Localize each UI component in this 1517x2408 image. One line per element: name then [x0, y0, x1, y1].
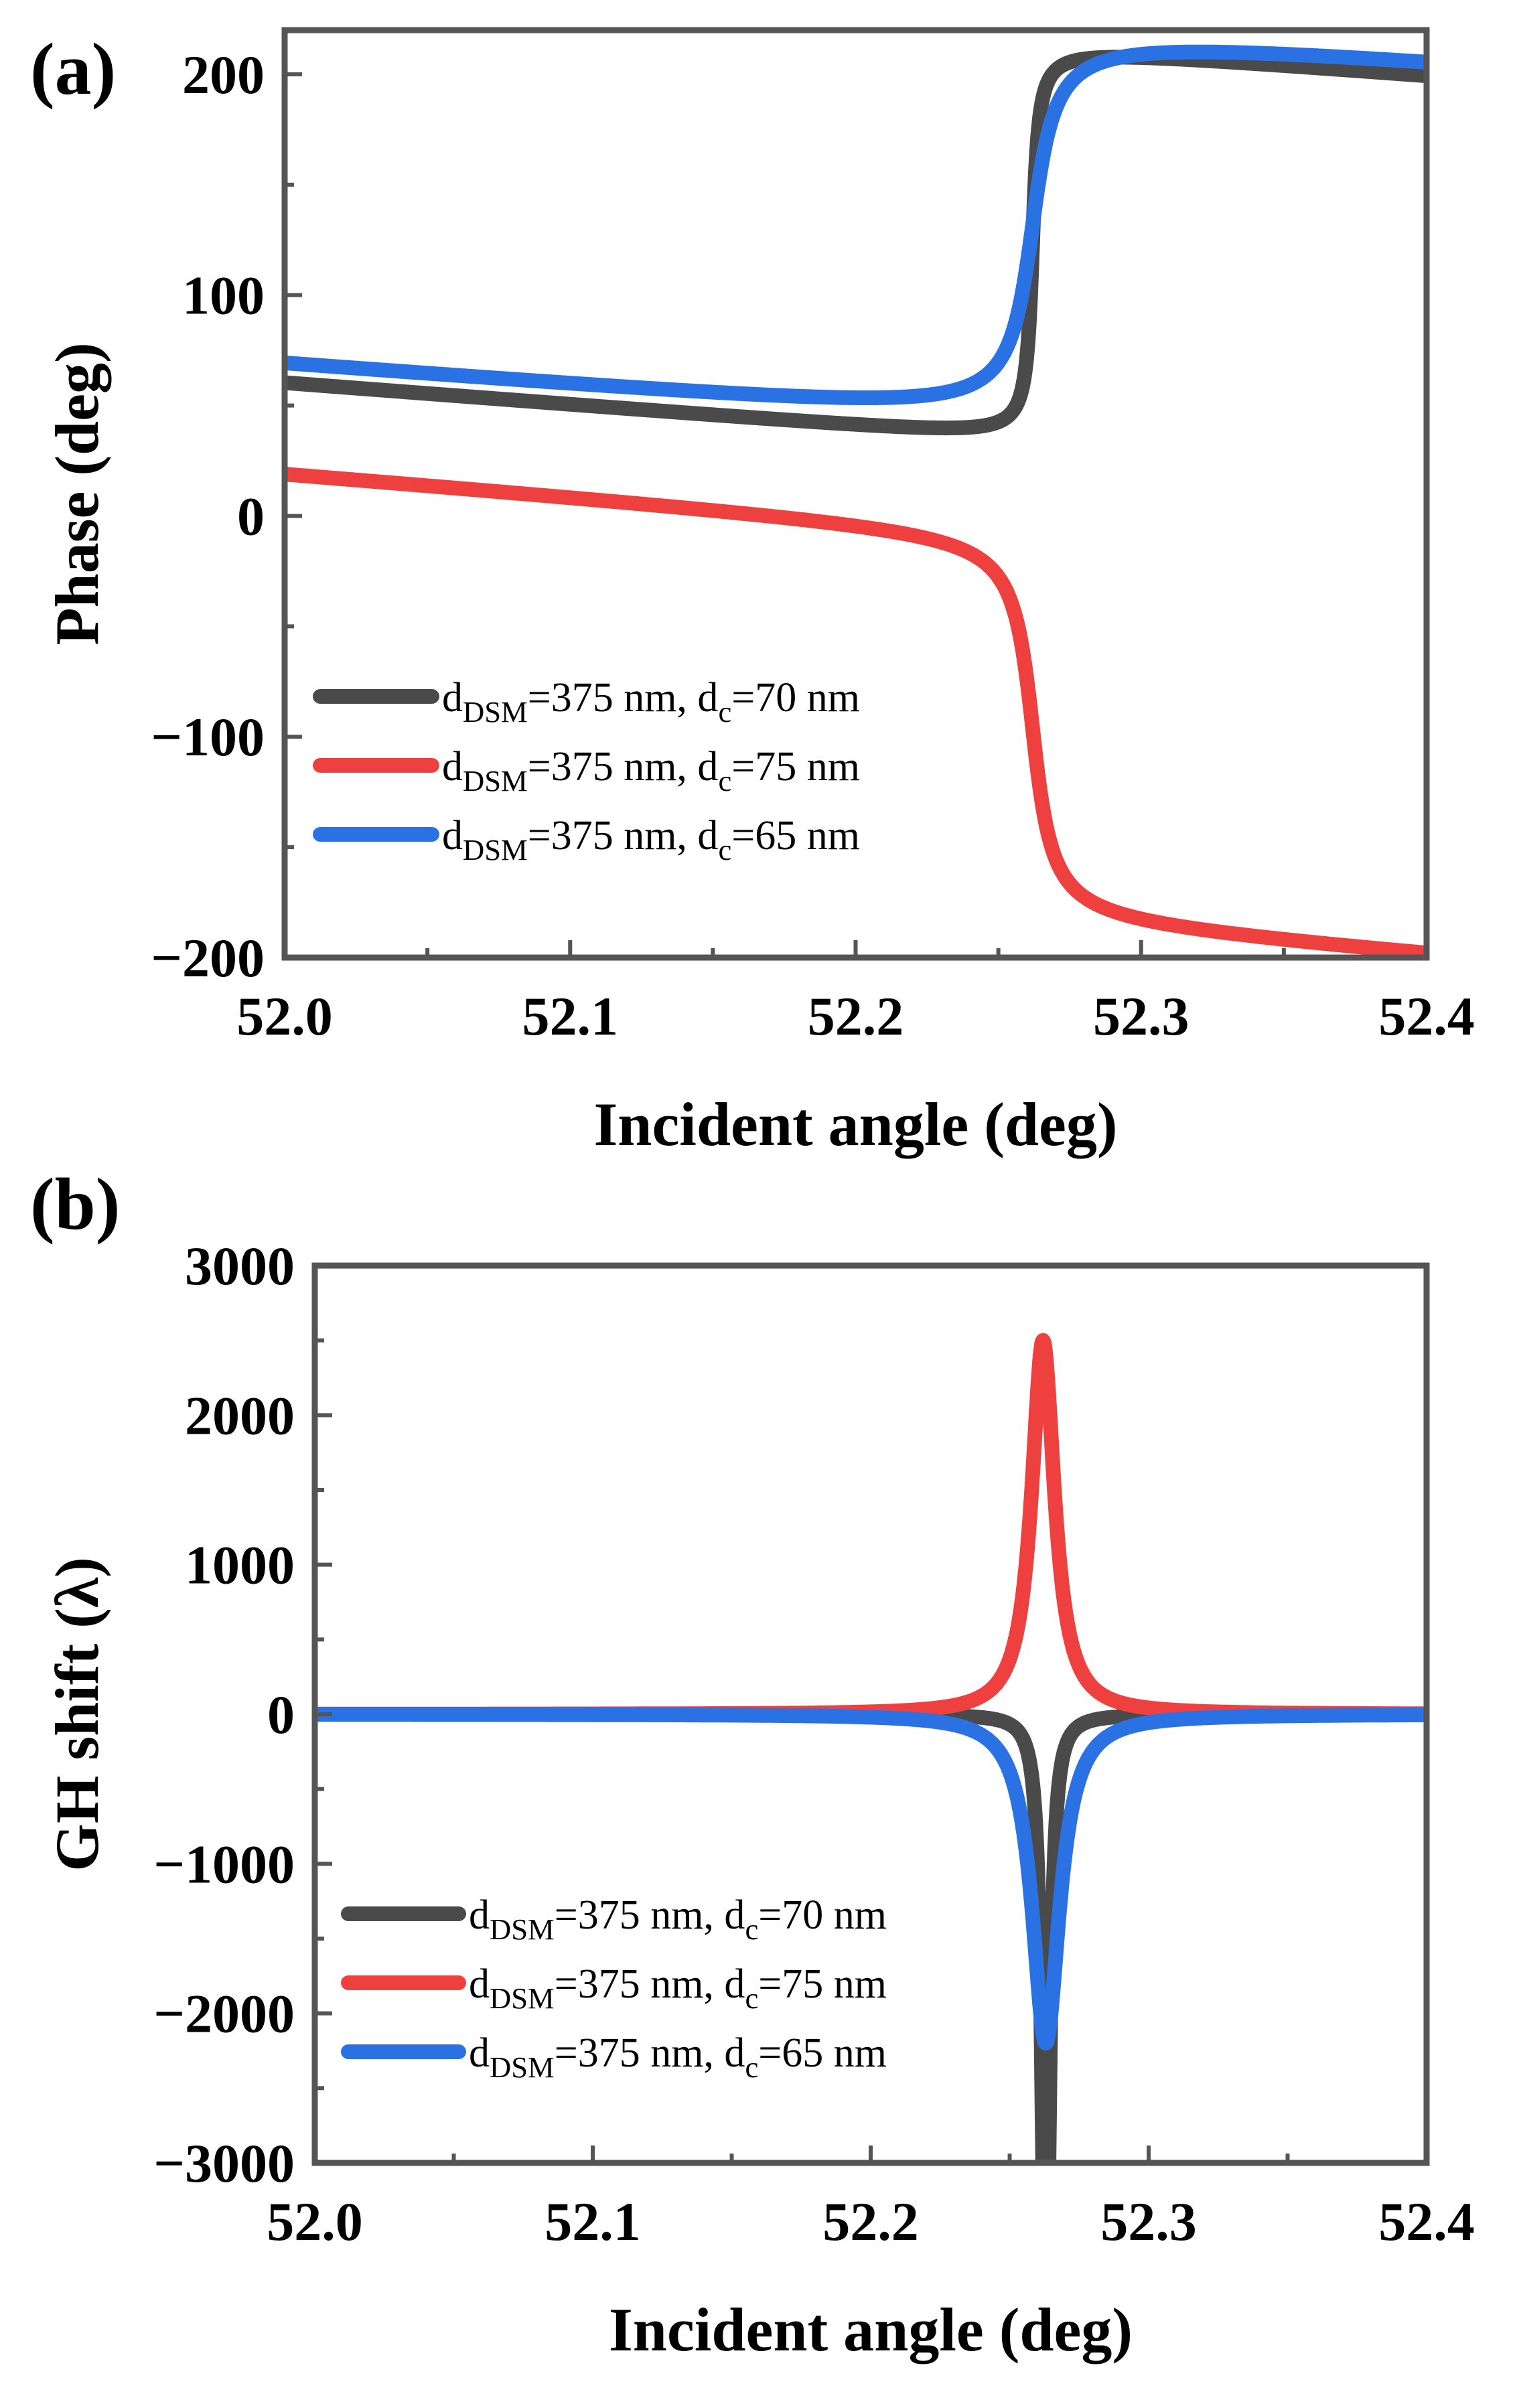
legend: dDSM=375 nm, dc=70 nm dDSM=375 nm, dc=75 … [341, 1892, 887, 2084]
y-tick-label: 200 [182, 44, 265, 105]
legend-label: dDSM=375 nm, dc=75 nm [442, 744, 860, 798]
x-tick-label: 52.2 [808, 986, 904, 1047]
y-tick-label: −1000 [153, 1833, 295, 1894]
y-tick-label: −200 [151, 927, 265, 988]
series-line-dc65 [315, 1707, 1427, 2051]
y-tick-label: 100 [182, 265, 265, 326]
x-tick-label: 52.1 [545, 2191, 641, 2252]
panel-a-phase-chart: (a) 52.0 52.1 52.2 52.3 52.4 200 100 0 −100 −200 I… [30, 27, 1475, 1158]
y-tick-label: 2000 [185, 1385, 295, 1446]
panel-label-a: (a) [30, 28, 116, 110]
series-line-dc75 [315, 1333, 1427, 1722]
y-tick-label: 0 [237, 485, 265, 546]
legend-label: dDSM=375 nm, dc=70 nm [469, 1892, 887, 1946]
x-tick-label: 52.3 [1100, 2191, 1197, 2252]
y-tick-label: 3000 [185, 1235, 295, 1296]
y-tick-label: −2000 [153, 1983, 295, 2044]
x-tick-label: 52.3 [1093, 986, 1189, 1047]
legend: dDSM=375 nm, dc=70 nm dDSM=375 nm, dc=75 … [313, 675, 860, 867]
legend-label: dDSM=375 nm, dc=65 nm [442, 813, 860, 867]
series-group [285, 44, 1427, 958]
x-tick-label: 52.0 [267, 2191, 363, 2252]
panel-label-b: (b) [30, 1163, 120, 1245]
y-axis-label: GH shift (λ) [43, 1557, 111, 1871]
y-tick-label: 1000 [185, 1535, 295, 1596]
panel-b-gh-shift-chart: (b) 52.0 52.1 52.2 52.3 52.4 3000 2000 1000 0 −10… [30, 1163, 1475, 2364]
series-line-dc70 [285, 50, 1427, 436]
x-tick-label: 52.0 [236, 986, 333, 1047]
y-tick-label: 0 [267, 1684, 295, 1745]
x-tick-label: 52.1 [522, 986, 619, 1047]
y-axis-label: Phase (deg) [43, 342, 111, 645]
x-tick-label: 52.4 [1378, 986, 1475, 1047]
y-tick-label: −100 [151, 706, 265, 767]
x-axis-label: Incident angle (deg) [609, 2296, 1133, 2364]
legend-label: dDSM=375 nm, dc=70 nm [442, 675, 860, 729]
y-tick-label: −3000 [153, 2133, 295, 2194]
series-line-dc65 [285, 44, 1427, 405]
x-tick-label: 52.2 [822, 2191, 919, 2252]
legend-label: dDSM=375 nm, dc=75 nm [469, 1961, 887, 2015]
x-tick-label: 52.4 [1378, 2191, 1475, 2252]
series-group [315, 1333, 1427, 2163]
legend-label: dDSM=375 nm, dc=65 nm [469, 2030, 887, 2084]
series-line-dc75 [285, 467, 1427, 958]
x-axis-label: Incident angle (deg) [594, 1090, 1118, 1158]
